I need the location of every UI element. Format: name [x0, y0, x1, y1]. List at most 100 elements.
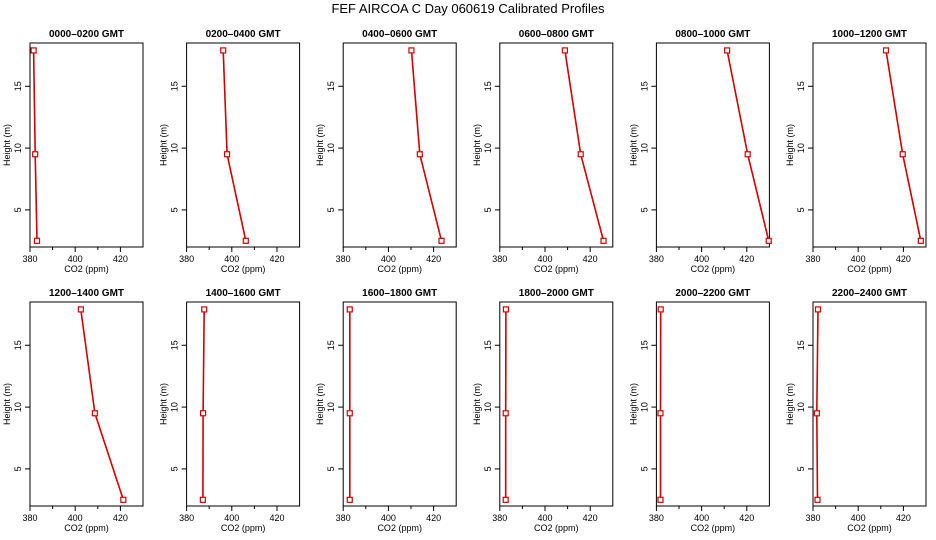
chart-8-title: 1400–1600 GMT: [206, 288, 281, 299]
chart-9-x-tick-label: 400: [381, 513, 396, 523]
chart-4-y-label: Height (m): [472, 124, 482, 166]
chart-4-profile-line: [564, 50, 605, 242]
chart-7-plot-frame: [29, 301, 144, 507]
chart-8-y-tick-label: 5: [170, 466, 180, 471]
chart-5-title: 0800–1000 GMT: [675, 29, 750, 40]
chart-5-plot-frame: [655, 42, 770, 248]
chart-7-y-tick-label: 5: [13, 466, 23, 471]
chart-7-profile-line: [80, 309, 125, 501]
chart-10-x-tick-label: 380: [492, 513, 507, 523]
chart-6-title: 1000–1200 GMT: [832, 29, 907, 40]
chart-6-x-tick-label: 420: [896, 254, 911, 264]
chart-3-y-tick-label: 10: [326, 143, 336, 153]
chart-8-y-tick-label: 10: [170, 402, 180, 412]
chart-6-data-point: [899, 151, 906, 158]
chart-9-y-tick-label: 15: [326, 340, 336, 350]
chart-4-plot-frame: [499, 42, 614, 248]
chart-1-data-point: [30, 47, 37, 54]
chart-12-y-label: Height (m): [785, 383, 795, 425]
chart-1-y-tick-label: 5: [13, 207, 23, 212]
chart-10-title: 1800–2000 GMT: [519, 288, 594, 299]
chart-3-plot-frame: [342, 42, 457, 248]
chart-12-title: 2200–2400 GMT: [832, 288, 907, 299]
chart-8-x-tick-label: 420: [269, 513, 284, 523]
chart-3-x-tick-label: 380: [336, 254, 351, 264]
chart-3-data-point: [408, 47, 415, 54]
chart-11-y-label: Height (m): [628, 383, 638, 425]
chart-10-x-tick-label: 420: [583, 513, 598, 523]
chart-2-x-label: CO2 (ppm): [221, 264, 266, 274]
chart-12-plot-frame: [812, 301, 927, 507]
chart-4-title: 0600–0800 GMT: [519, 29, 594, 40]
chart-7-y-tick-label: 15: [13, 340, 23, 350]
chart-2-y-tick-label: 15: [170, 81, 180, 91]
chart-3-x-tick-label: 400: [381, 254, 396, 264]
chart-10-y-tick-label: 15: [483, 340, 493, 350]
chart-2-title: 0200–0400 GMT: [206, 29, 281, 40]
chart-8-x-tick-label: 400: [224, 513, 239, 523]
chart-9-data-point: [346, 306, 353, 313]
chart-4-x-tick-label: 380: [492, 254, 507, 264]
chart-3-data-point: [416, 151, 423, 158]
chart-2-data-point: [242, 237, 249, 244]
chart-9-y-label: Height (m): [315, 383, 325, 425]
chart-6-x-label: CO2 (ppm): [847, 264, 892, 274]
chart-12-x-tick-label: 420: [896, 513, 911, 523]
chart-1-plot-frame: [29, 42, 144, 248]
chart-4-data-point: [577, 151, 584, 158]
chart-6: 1000–1200 GMT 380 400 420 CO2 (ppm) 5 10 15 Heig…: [785, 29, 927, 274]
chart-6-y-tick-label: 5: [796, 207, 806, 212]
chart-8-x-tick-label: 380: [179, 513, 194, 523]
chart-4-x-tick-label: 400: [537, 254, 552, 264]
chart-10-data-point: [502, 306, 510, 313]
chart-8-data-point: [199, 410, 207, 417]
chart-2-x-tick-label: 380: [179, 254, 194, 264]
chart-2-y-tick-label: 10: [170, 143, 180, 153]
chart-9-data-point: [346, 410, 353, 417]
chart-10-y-label: Height (m): [472, 383, 482, 425]
chart-3-x-tick-label: 420: [426, 254, 441, 264]
chart-5-data-point: [765, 237, 772, 244]
chart-11-plot-frame: [655, 301, 770, 507]
chart-12-x-tick-label: 400: [851, 513, 866, 523]
chart-2-x-tick-label: 400: [224, 254, 239, 264]
chart-10-x-label: CO2 (ppm): [534, 523, 579, 533]
chart-7-x-tick-label: 420: [113, 513, 128, 523]
chart-1-profile-line: [32, 50, 38, 241]
chart-5-y-tick-label: 5: [639, 207, 649, 212]
chart-12-y-tick-label: 5: [796, 466, 806, 471]
chart-8-y-label: Height (m): [159, 383, 169, 425]
chart-2-data-point: [220, 47, 227, 54]
chart-1: 0000–0200 GMT 380 400 420 CO2 (ppm) 5 10 15 Heig…: [2, 29, 144, 274]
chart-11-x-tick-label: 380: [649, 513, 664, 523]
chart-2-y-tick-label: 5: [170, 207, 180, 212]
chart-2-x-tick-label: 420: [269, 254, 284, 264]
chart-9-x-label: CO2 (ppm): [377, 523, 422, 533]
chart-5-x-tick-label: 420: [739, 254, 754, 264]
chart-2-plot-frame: [186, 42, 301, 248]
chart-8-y-tick-label: 15: [170, 340, 180, 350]
chart-7-data-point: [91, 410, 98, 417]
chart-3-profile-line: [410, 50, 443, 241]
chart-9-y-tick-label: 5: [326, 466, 336, 471]
chart-10-x-tick-label: 400: [537, 513, 552, 523]
chart-5-y-tick-label: 10: [639, 143, 649, 153]
chart-3: 0400–0600 GMT 380 400 420 CO2 (ppm) 5 10 15 Heig…: [315, 29, 457, 274]
chart-6-x-tick-label: 380: [805, 254, 820, 264]
chart-5-profile-line: [726, 50, 770, 241]
chart-1-x-tick-label: 380: [22, 254, 37, 264]
chart-12-x-tick-label: 380: [805, 513, 820, 523]
chart-11-title: 2000–2200 GMT: [675, 288, 750, 299]
chart-12-y-tick-label: 10: [796, 402, 806, 412]
chart-8-data-point: [199, 496, 206, 503]
chart-10-y-tick-label: 5: [483, 466, 493, 471]
chart-7-x-label: CO2 (ppm): [64, 523, 109, 533]
chart-6-data-point: [882, 47, 890, 54]
chart-1-y-tick-label: 10: [13, 143, 23, 153]
chart-4-y-tick-label: 15: [483, 81, 493, 91]
chart-4-data-point: [600, 237, 607, 244]
chart-3-x-label: CO2 (ppm): [377, 264, 422, 274]
chart-1-title: 0000–0200 GMT: [49, 29, 124, 40]
